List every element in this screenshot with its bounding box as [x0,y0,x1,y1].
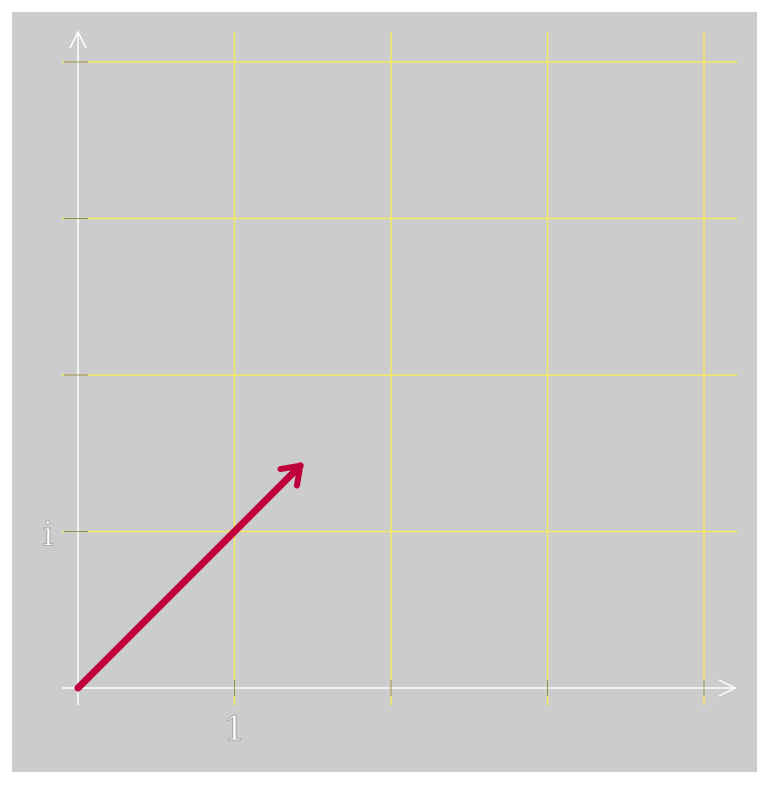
vector-shaft [74,462,304,692]
vector-arrowhead [277,462,304,489]
axes [62,30,737,705]
plot-background [12,12,757,772]
grid-lines [62,32,737,705]
axis-labels: 1i [42,514,246,749]
x-axis-label-1: 1 [224,709,246,749]
y-axis-arrowhead [69,30,87,49]
y-axis-label-i: i [43,515,54,555]
vector-arrow [74,462,304,692]
x-axis-arrowhead [718,679,737,697]
